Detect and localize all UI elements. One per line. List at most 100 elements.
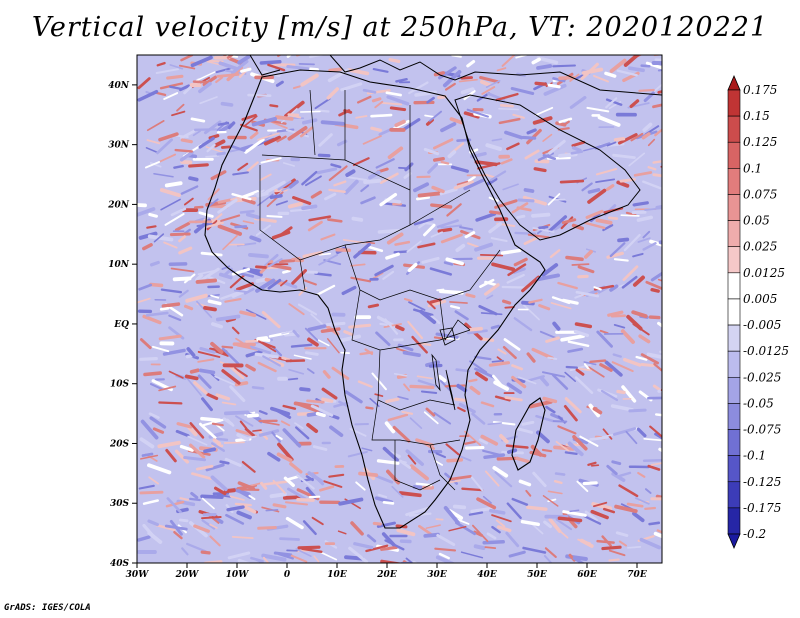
field-streak: [299, 126, 314, 138]
field-streak: [290, 208, 311, 212]
field-streak: [433, 156, 445, 162]
field-streak: [152, 427, 165, 434]
field-streak: [636, 215, 654, 222]
field-streak: [465, 445, 485, 450]
field-streak: [281, 329, 295, 335]
field-streak: [480, 312, 503, 316]
field-streak: [401, 410, 414, 415]
field-streak: [365, 544, 389, 553]
field-streak: [302, 250, 323, 259]
field-streak: [642, 122, 653, 132]
field-streak: [490, 237, 508, 243]
field-streak: [430, 203, 453, 209]
field-streak: [226, 505, 245, 512]
field-streak: [227, 121, 236, 130]
lat-label: EQ: [113, 320, 129, 330]
field-streak: [478, 438, 489, 445]
field-streak: [187, 435, 208, 446]
colorbar-label: 0.05: [743, 214, 770, 228]
field-streak: [463, 111, 480, 119]
field-streak: [322, 370, 331, 379]
field-streak: [365, 241, 376, 245]
field-streak: [147, 519, 159, 527]
field-streak: [206, 143, 216, 153]
field-streak: [571, 146, 582, 152]
field-streak: [221, 369, 241, 385]
field-streak: [653, 531, 662, 539]
field-streak: [350, 521, 364, 536]
field-streak: [587, 461, 597, 466]
field-streak: [601, 433, 615, 438]
colorbar-label: -0.05: [743, 396, 774, 410]
field-streak: [489, 508, 506, 515]
field-streak: [440, 224, 463, 229]
field-streak: [178, 64, 196, 70]
field-streak: [613, 258, 629, 262]
field-streak: [244, 427, 256, 438]
field-streak: [405, 449, 425, 467]
field-streak: [197, 269, 219, 276]
field-streak: [261, 310, 281, 329]
field-streak: [632, 511, 645, 523]
field-streak: [612, 427, 637, 436]
field-streak: [647, 166, 657, 171]
field-streak: [304, 175, 322, 187]
field-streak: [605, 184, 615, 191]
field-streak: [650, 462, 662, 466]
field-streak: [426, 300, 436, 310]
field-streak: [574, 322, 593, 329]
field-streak: [300, 73, 319, 87]
field-streak: [239, 310, 257, 318]
colorbar-swatch: [727, 246, 741, 274]
field-streak: [539, 375, 550, 387]
field-streak: [458, 455, 472, 462]
colorbar-swatch: [727, 115, 741, 143]
field-streak: [217, 198, 238, 214]
field-streak: [526, 352, 536, 363]
field-streak: [476, 497, 497, 510]
field-streak: [660, 389, 662, 392]
field-streak: [445, 443, 461, 457]
field-streak: [464, 440, 476, 445]
field-streak: [633, 171, 653, 177]
field-streak: [185, 293, 208, 303]
field-streak: [511, 497, 529, 506]
field-streak: [521, 300, 535, 306]
field-streak: [604, 360, 623, 377]
field-streak: [209, 535, 221, 547]
field-streak: [325, 321, 346, 327]
field-streak: [157, 440, 181, 449]
field-streak: [426, 96, 435, 104]
field-streak: [440, 233, 463, 244]
field-streak: [146, 463, 172, 475]
field-streak: [287, 475, 300, 481]
field-streak: [232, 171, 249, 176]
field-streak: [484, 470, 500, 487]
field-streak: [143, 371, 162, 377]
field-streak: [489, 210, 502, 215]
field-streak: [174, 449, 190, 464]
field-streak: [366, 245, 384, 253]
field-streak: [461, 487, 484, 492]
field-streak: [184, 304, 194, 311]
field-streak: [192, 130, 202, 137]
field-streak: [281, 356, 291, 362]
field-streak: [321, 397, 334, 403]
field-streak: [543, 520, 553, 529]
field-streak: [269, 194, 283, 200]
field-streak: [314, 97, 331, 110]
field-streak: [221, 345, 234, 349]
field-streak: [537, 152, 554, 162]
field-streak: [520, 519, 540, 527]
field-streak: [257, 340, 277, 353]
field-streak: [198, 368, 216, 375]
field-streak: [590, 509, 609, 520]
field-streak: [189, 497, 201, 502]
field-streak: [346, 176, 368, 181]
field-streak: [547, 490, 563, 495]
field-streak: [180, 159, 193, 165]
field-streak: [474, 367, 496, 379]
field-streak: [160, 198, 181, 211]
field-streak: [248, 482, 263, 487]
field-streak: [216, 73, 240, 78]
